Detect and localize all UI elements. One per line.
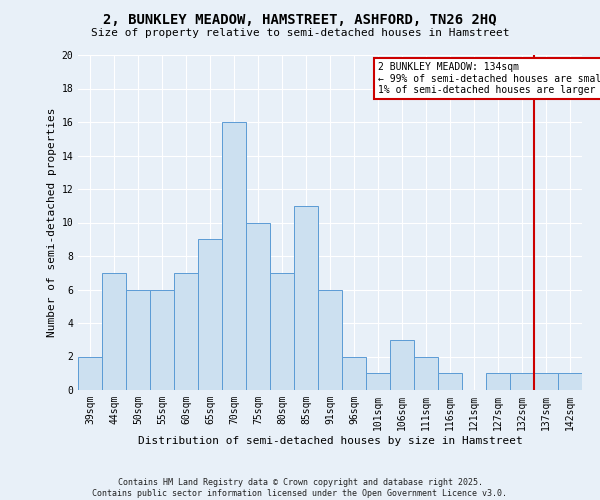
Bar	[198, 240, 222, 390]
Bar	[558, 373, 582, 390]
Bar	[438, 373, 462, 390]
Bar	[126, 290, 150, 390]
Bar	[534, 373, 558, 390]
Bar	[510, 373, 534, 390]
Bar	[270, 273, 294, 390]
Y-axis label: Number of semi-detached properties: Number of semi-detached properties	[47, 108, 57, 337]
Bar	[486, 373, 510, 390]
Bar	[150, 290, 174, 390]
Bar	[414, 356, 438, 390]
Text: Contains HM Land Registry data © Crown copyright and database right 2025.
Contai: Contains HM Land Registry data © Crown c…	[92, 478, 508, 498]
Text: Size of property relative to semi-detached houses in Hamstreet: Size of property relative to semi-detach…	[91, 28, 509, 38]
Bar	[102, 273, 126, 390]
Bar	[390, 340, 414, 390]
Bar	[294, 206, 318, 390]
X-axis label: Distribution of semi-detached houses by size in Hamstreet: Distribution of semi-detached houses by …	[137, 436, 523, 446]
Text: 2, BUNKLEY MEADOW, HAMSTREET, ASHFORD, TN26 2HQ: 2, BUNKLEY MEADOW, HAMSTREET, ASHFORD, T…	[103, 12, 497, 26]
Bar	[78, 356, 102, 390]
Bar	[366, 373, 390, 390]
Bar	[174, 273, 198, 390]
Bar	[318, 290, 342, 390]
Bar	[222, 122, 246, 390]
Bar	[246, 222, 270, 390]
Bar	[342, 356, 366, 390]
Text: 2 BUNKLEY MEADOW: 134sqm
← 99% of semi-detached houses are smaller (97)
1% of se: 2 BUNKLEY MEADOW: 134sqm ← 99% of semi-d…	[378, 62, 600, 95]
